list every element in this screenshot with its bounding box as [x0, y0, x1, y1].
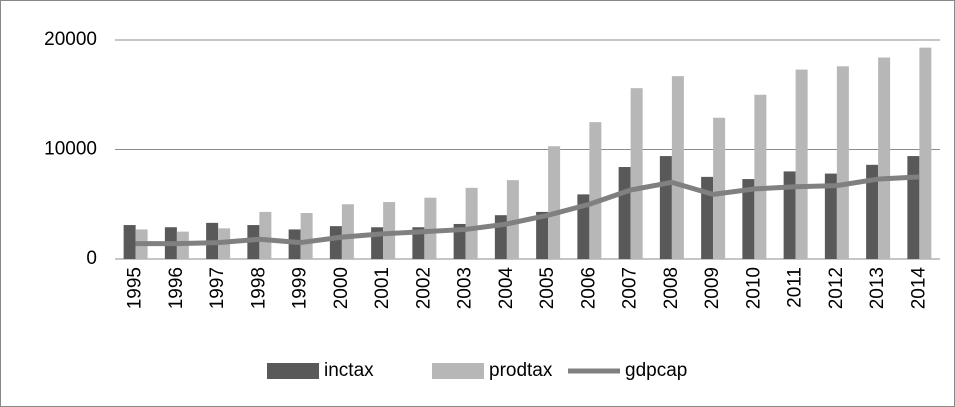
- bar: [453, 223, 466, 259]
- x-tick-label: 1997: [207, 267, 228, 309]
- y-tick-label: 0: [86, 248, 97, 269]
- bar: [300, 213, 313, 259]
- x-tick-label: 2008: [661, 267, 682, 309]
- bar: [383, 202, 396, 259]
- bar: [341, 204, 354, 259]
- x-tick-label: 2009: [702, 267, 723, 309]
- bar: [618, 167, 631, 259]
- bar: [465, 187, 478, 259]
- bar: [824, 173, 837, 259]
- bar: [713, 117, 726, 260]
- x-tick-label: 2001: [372, 267, 393, 309]
- x-tick-label: 2000: [331, 267, 352, 309]
- legend-swatch: [267, 363, 319, 379]
- bar: [919, 47, 932, 259]
- x-tick-label: 1996: [166, 267, 187, 309]
- y-tick-label: 20000: [44, 29, 97, 50]
- x-tick-label: 2005: [537, 267, 558, 309]
- bar: [878, 57, 891, 259]
- x-tick-label: 2006: [578, 267, 599, 309]
- bar: [506, 180, 519, 259]
- bar: [259, 211, 272, 259]
- bar: [836, 66, 849, 259]
- x-tick-label: 2002: [413, 267, 434, 309]
- bar: [659, 156, 672, 259]
- y-tick-label: 10000: [44, 139, 97, 160]
- bar: [742, 179, 755, 259]
- legend-label: inctax: [324, 360, 374, 381]
- bar: [795, 69, 808, 259]
- bar: [412, 227, 425, 259]
- bar: [536, 211, 549, 259]
- bar: [907, 156, 920, 259]
- x-tick-label: 1998: [248, 267, 269, 309]
- x-tick-label: 2003: [455, 267, 476, 309]
- bar: [630, 88, 643, 260]
- bar: [701, 176, 714, 259]
- bar: [329, 226, 342, 259]
- x-tick-label: 2013: [867, 267, 888, 309]
- x-tick-label: 2010: [743, 267, 764, 309]
- bar: [866, 164, 879, 259]
- x-tick-label: 2007: [620, 267, 641, 309]
- x-tick-label: 1995: [125, 267, 146, 309]
- bar: [754, 94, 767, 259]
- bar: [783, 171, 796, 259]
- bar: [424, 197, 437, 259]
- x-tick-label: 1999: [290, 267, 311, 309]
- x-tick-label: 2014: [908, 267, 929, 310]
- line-series: [135, 174, 920, 247]
- x-tick-label: 2004: [496, 267, 517, 310]
- x-tick-label: 2012: [826, 267, 847, 309]
- bar: [577, 194, 590, 259]
- bar: [548, 146, 561, 259]
- bar: [123, 225, 136, 259]
- legend-swatch: [432, 363, 484, 379]
- x-tick-label: 2011: [785, 267, 806, 308]
- legend-label: gdpcap: [625, 360, 687, 381]
- bar: [589, 122, 602, 259]
- legend-label: prodtax: [489, 360, 553, 381]
- bar: [671, 76, 684, 259]
